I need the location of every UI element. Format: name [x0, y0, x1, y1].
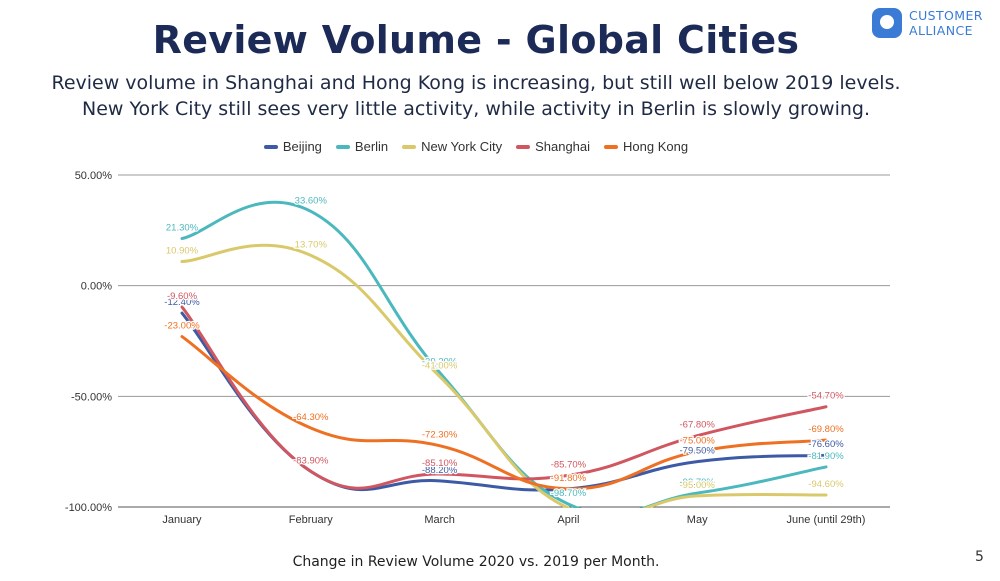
data-label: -95.00% [680, 480, 716, 491]
speech-bubble-icon [872, 8, 902, 38]
chart-legend: Beijing Berlin New York City Shanghai Hong K… [0, 139, 952, 154]
data-label: -69.80% [808, 424, 844, 435]
legend-label: Berlin [354, 139, 389, 154]
legend-item: Beijing [263, 139, 322, 154]
data-label: 21.30% [166, 223, 199, 234]
data-label: -93.70% [680, 477, 716, 488]
subtitle-line-2: New York City still sees very little act… [81, 98, 870, 120]
data-label: -81.90% [808, 451, 844, 462]
logo-line-2: ALLIANCE [909, 23, 973, 38]
legend-label: New York City [421, 139, 503, 154]
company-logo: CUSTOMER ALLIANCE [872, 6, 994, 40]
logo-line-1: CUSTOMER [909, 8, 983, 23]
series-line-shanghai [180, 305, 828, 490]
series-line-hong-kong [180, 335, 828, 491]
series-lines [180, 200, 828, 508]
x-tick-label: May [687, 514, 708, 526]
y-tick-label: -50.00% [71, 391, 112, 403]
data-label: -79.50% [680, 446, 716, 457]
data-label: -12.40% [164, 297, 200, 308]
y-tick-label: -100.00% [65, 502, 112, 514]
data-labels: -12.40% -88.20% -79.50% -76.60% 21.30% 33.60%… [163, 194, 845, 500]
logo-text: CUSTOMER ALLIANCE [909, 8, 983, 38]
legend-item: Hong Kong [604, 139, 688, 154]
data-label: -72.30% [422, 430, 458, 441]
legend-label: Shanghai [535, 139, 591, 154]
data-label: 10.90% [166, 246, 199, 257]
x-tick-label: June (until 29th) [787, 514, 866, 526]
data-label: -98.70% [551, 488, 587, 499]
legend-swatch [402, 144, 417, 149]
legend-item: Berlin [335, 139, 389, 154]
series-line-new-york-city [180, 243, 828, 508]
data-label: -54.70% [808, 391, 844, 402]
y-tick-label: 0.00% [81, 281, 112, 293]
data-label: -41.00% [422, 360, 458, 371]
legend-swatch [263, 144, 278, 149]
data-label: -85.10% [422, 458, 458, 469]
data-label: -23.00% [164, 321, 200, 332]
x-tick-label: January [162, 514, 202, 526]
data-label: -85.70% [551, 459, 587, 470]
series-line-berlin [180, 200, 828, 508]
page-title: Review Volume - Global Cities [152, 18, 800, 62]
y-tick-label: 50.00% [75, 170, 113, 182]
legend-label: Beijing [282, 139, 322, 154]
x-tick-label: February [289, 514, 334, 526]
data-label: 33.60% [295, 195, 328, 206]
data-label: -91.80% [551, 473, 587, 484]
data-label: 13.70% [295, 239, 328, 250]
data-label: -64.30% [293, 412, 329, 423]
page-number: 5 [975, 549, 984, 565]
subtitle-line-1: Review volume in Shanghai and Hong Kong … [51, 72, 901, 94]
data-label: -94.60% [808, 479, 844, 490]
subtitle: Review volume in Shanghai and Hong Kong … [0, 70, 952, 122]
legend-label: Hong Kong [623, 139, 689, 154]
x-tick-label: March [424, 514, 455, 526]
data-label: -88.20% [422, 465, 458, 476]
legend-item: Shanghai [516, 139, 590, 154]
data-label: -39.20% [422, 356, 458, 367]
series-line-beijing [180, 311, 828, 492]
legend-swatch [604, 144, 619, 149]
x-tick-label: April [557, 514, 579, 526]
data-label: -76.60% [808, 439, 844, 450]
data-label: -83.90% [293, 455, 329, 466]
data-label: -67.80% [680, 420, 716, 431]
chart-caption: Change in Review Volume 2020 vs. 2019 pe… [292, 554, 660, 570]
data-label: -75.00% [680, 436, 716, 447]
data-label: -9.60% [167, 291, 198, 302]
legend-swatch [335, 144, 350, 149]
legend-swatch [516, 144, 531, 149]
legend-item: New York City [402, 139, 502, 154]
